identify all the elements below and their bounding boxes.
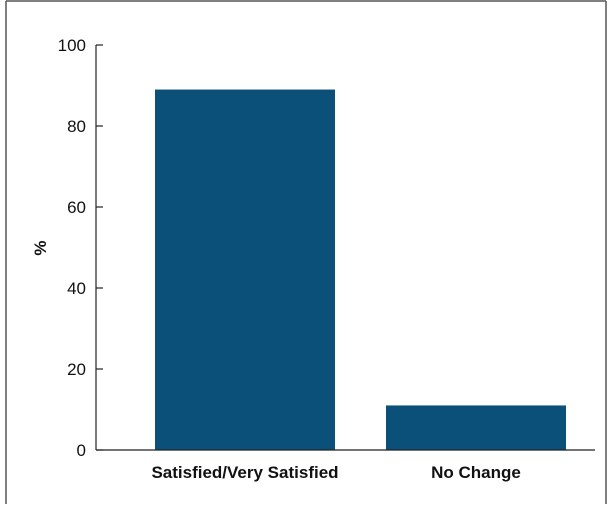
x-tick-label: Satisfied/Very Satisfied bbox=[151, 463, 338, 482]
y-tick-label: 80 bbox=[67, 117, 86, 136]
x-axis-labels: Satisfied/Very Satisfied No Change bbox=[151, 463, 520, 482]
bar bbox=[155, 89, 335, 451]
bars bbox=[155, 89, 566, 451]
y-tick-label: 0 bbox=[77, 441, 86, 460]
y-tick-label: 100 bbox=[58, 36, 86, 55]
bar bbox=[386, 405, 566, 450]
y-axis-ticks: 0 20 40 60 80 100 bbox=[58, 36, 103, 460]
y-tick-label: 40 bbox=[67, 279, 86, 298]
x-tick-label: No Change bbox=[431, 463, 521, 482]
y-tick-label: 60 bbox=[67, 198, 86, 217]
y-tick-label: 20 bbox=[67, 360, 86, 379]
y-axis-label: % bbox=[31, 240, 50, 255]
